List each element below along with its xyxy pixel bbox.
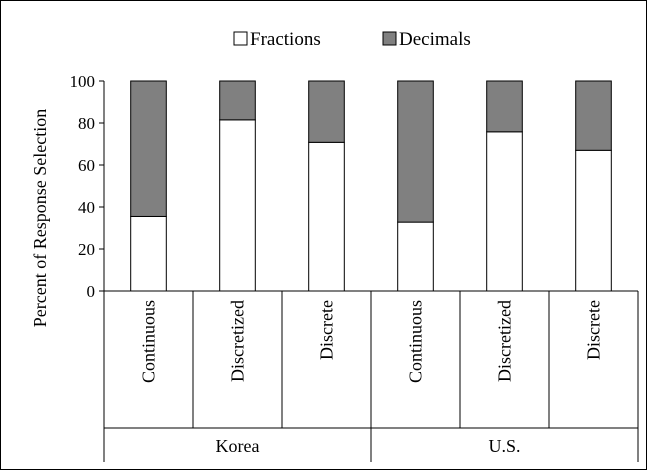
bar-decimals-4 bbox=[397, 80, 434, 223]
legend-label-fractions: Fractions bbox=[250, 29, 321, 50]
y-tick-label: 60 bbox=[78, 156, 95, 175]
bar-fractions-3 bbox=[308, 141, 345, 292]
group-label: U.S. bbox=[488, 436, 520, 456]
y-tick-label: 20 bbox=[78, 240, 95, 259]
y-tick-label: 0 bbox=[87, 282, 96, 301]
legend-label-decimals: Decimals bbox=[399, 29, 471, 50]
y-tick-label: 40 bbox=[78, 198, 95, 217]
bar-decimals-6 bbox=[575, 80, 612, 151]
bar-decimals-2 bbox=[219, 80, 256, 121]
bar-decimals-3 bbox=[308, 80, 345, 143]
category-label: Discretized bbox=[495, 300, 515, 382]
y-axis-title: Percent of Response Selection bbox=[30, 109, 50, 327]
group-label: Korea bbox=[216, 436, 260, 456]
category-label: Continuous bbox=[139, 300, 159, 383]
y-tick-label: 80 bbox=[78, 114, 95, 133]
bar-fractions-6 bbox=[575, 149, 612, 292]
bar-fractions-5 bbox=[486, 131, 523, 292]
bar-decimals-1 bbox=[130, 80, 167, 217]
legend-swatch-decimals bbox=[382, 31, 397, 46]
legend: Fractions Decimals bbox=[233, 29, 471, 50]
legend-swatch-fractions bbox=[233, 31, 248, 46]
category-label: Continuous bbox=[406, 300, 426, 383]
bar-decimals-5 bbox=[486, 80, 523, 133]
category-label: Discretized bbox=[228, 300, 248, 382]
y-tick-label: 100 bbox=[70, 72, 96, 91]
bar-fractions-1 bbox=[130, 215, 167, 292]
category-label: Discrete bbox=[317, 300, 337, 360]
bar-fractions-2 bbox=[219, 119, 256, 292]
category-label: Discrete bbox=[584, 300, 604, 360]
bar-fractions-4 bbox=[397, 221, 434, 292]
